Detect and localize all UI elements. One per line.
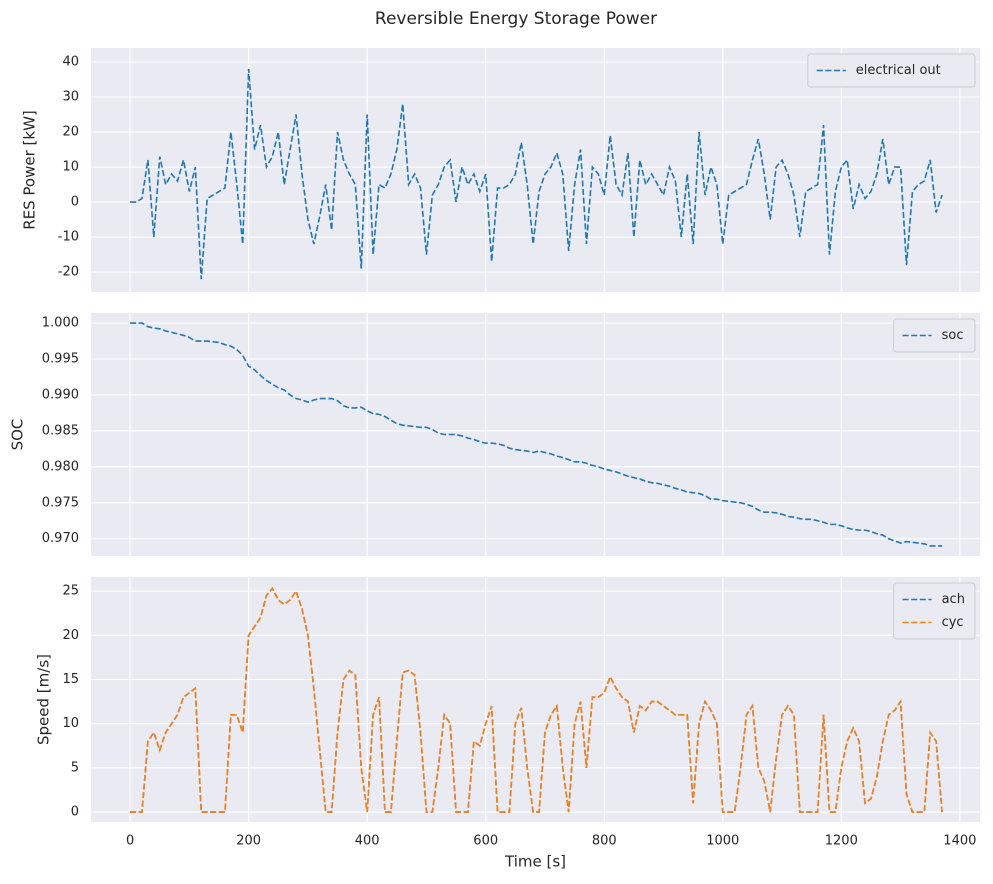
plot-area <box>91 313 980 556</box>
data-line <box>130 68 943 280</box>
y-tick-label: 0 <box>71 195 79 210</box>
y-tick-label: 40 <box>62 55 79 70</box>
y-tick-label: 25 <box>62 584 79 599</box>
y-tick-label: 0.995 <box>42 352 79 367</box>
subplot: -20 -10 0 10 20 30 40 RES Power [kW] electrical … <box>21 48 980 292</box>
y-tick-label: 0.985 <box>42 423 79 438</box>
y-tick-label: -20 <box>58 265 79 280</box>
y-tick-label: 1.000 <box>42 316 79 331</box>
x-tick-label: 0 <box>126 834 134 849</box>
plot-area <box>91 48 980 292</box>
y-tick-label: 0.990 <box>42 387 79 402</box>
legend-box <box>893 582 976 640</box>
y-tick-label: 10 <box>62 160 79 175</box>
x-tick-label: 800 <box>592 834 617 849</box>
legend-label: soc <box>942 328 964 343</box>
legend-label: cyc <box>942 615 964 630</box>
data-line <box>130 587 943 813</box>
plot-area <box>91 577 980 822</box>
x-tick-label: 1000 <box>706 834 739 849</box>
legend-box <box>807 53 976 88</box>
y-tick-label: 10 <box>62 716 79 731</box>
y-tick-label: 0 <box>71 805 79 820</box>
x-tick-label: 1400 <box>943 834 976 849</box>
x-tick-label: 400 <box>355 834 380 849</box>
x-axis-label: Time [s] <box>504 853 566 871</box>
x-tick-label: 600 <box>473 834 498 849</box>
legend-label: electrical out <box>856 63 941 78</box>
subplot: 0 200 400 600 800 1000 1200 1400 0 5 10 15 20 25 Speed… <box>35 577 980 871</box>
legend-label: ach <box>942 592 965 607</box>
y-tick-label: 5 <box>71 760 79 775</box>
y-axis-label: SOC <box>9 419 27 451</box>
legend: electrical out <box>807 53 976 88</box>
y-tick-label: 0.975 <box>42 495 79 510</box>
y-tick-label: 20 <box>62 628 79 643</box>
y-tick-label: 15 <box>62 672 79 687</box>
legend-box <box>893 318 976 353</box>
y-tick-label: -10 <box>58 230 79 245</box>
y-tick-label: 20 <box>62 125 79 140</box>
y-axis-label: RES Power [kW] <box>21 110 39 230</box>
subplot: 0.970 0.975 0.980 0.985 0.990 0.995 1.000 SOC so… <box>9 313 980 556</box>
figure-title: Reversible Energy Storage Power <box>375 9 657 29</box>
x-tick-label: 1200 <box>825 834 858 849</box>
y-tick-label: 30 <box>62 90 79 105</box>
y-tick-label: 0.970 <box>42 531 79 546</box>
legend: soc <box>893 318 976 353</box>
legend: ach cyc <box>893 582 976 640</box>
y-axis-label: Speed [m/s] <box>35 654 53 745</box>
data-line <box>130 322 943 547</box>
x-tick-label: 200 <box>236 834 261 849</box>
y-tick-label: 0.980 <box>42 459 79 474</box>
